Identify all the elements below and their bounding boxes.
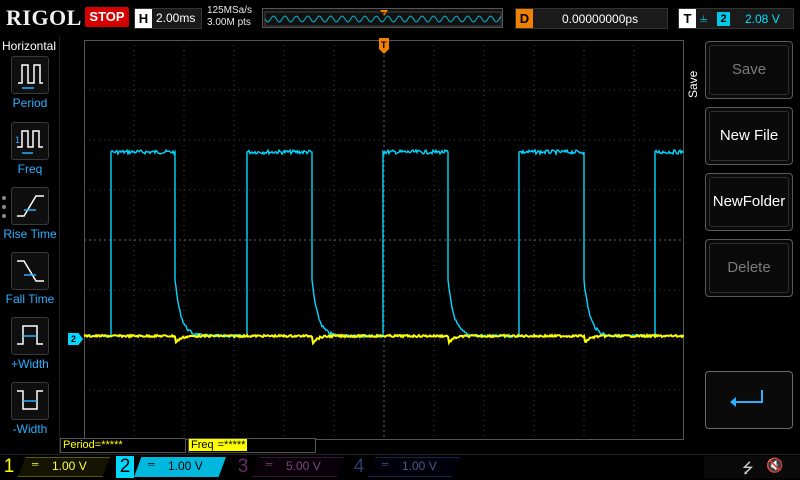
- acquisition-info: 125MSa/s 3.00M pts: [207, 5, 252, 29]
- run-stop-indicator[interactable]: STOP: [85, 7, 129, 27]
- channel-1-setting[interactable]: 1 ═ 1.00 V: [0, 456, 114, 478]
- sample-rate: 125MSa/s: [207, 5, 253, 16]
- svg-text:1: 1: [15, 135, 20, 145]
- period-label: Period: [12, 96, 48, 110]
- brand-logo: RIGOL: [6, 5, 82, 30]
- page-indicator: [2, 196, 8, 223]
- delay-value: 0.00000000ps: [562, 12, 639, 26]
- new-folder-button[interactable]: NewFolder: [705, 173, 793, 231]
- memory-depth: 3.00M pts: [207, 17, 251, 28]
- plus-width-icon: [11, 317, 49, 355]
- new-folder-button-label: NewFolder: [709, 177, 789, 227]
- channel-1-number: 1: [3, 456, 15, 477]
- rise-time-label: Rise Time: [3, 227, 57, 241]
- channel-3-scale: 5.00 V: [286, 459, 321, 473]
- trigger-label: T: [679, 9, 696, 28]
- speaker-muted-icon: 🔇: [766, 457, 784, 473]
- top-status-bar: RIGOL STOP H 2.00ms 125MSa/s 3.00M pts T…: [0, 0, 800, 36]
- freq-label: Freq: [17, 162, 43, 176]
- channel-4-number: 4: [353, 456, 365, 477]
- minus-width-icon: [11, 382, 49, 420]
- channel-3-number: 3: [237, 456, 249, 477]
- horizontal-label: H: [135, 9, 152, 28]
- delete-button[interactable]: Delete: [705, 239, 793, 297]
- memory-trigger-marker: [380, 10, 388, 16]
- waveform-grid: [84, 40, 684, 440]
- channel-1-scale: 1.00 V: [52, 459, 87, 473]
- channel-2-scale: 1.00 V: [168, 459, 203, 473]
- horizontal-timebase[interactable]: H 2.00ms: [134, 8, 202, 29]
- fall-time-label: Fall Time: [5, 292, 55, 306]
- save-menu-title: Save: [686, 70, 700, 98]
- ch1-trace: [84, 333, 684, 346]
- measure-period[interactable]: Period: [0, 56, 60, 118]
- memory-overview-waveform: T: [264, 10, 502, 27]
- delay-label: D: [516, 9, 533, 28]
- measure-minus-width[interactable]: -Width: [0, 382, 60, 444]
- ch2-trace: [84, 148, 684, 339]
- channel-1-coupling: ═: [32, 459, 39, 469]
- measure-freq[interactable]: 1 Freq: [0, 122, 60, 184]
- measure-rise-time[interactable]: Rise Time: [0, 187, 60, 249]
- delay-readout[interactable]: D 0.00000000ps: [515, 8, 668, 29]
- save-button[interactable]: Save: [705, 41, 793, 99]
- plus-width-label: +Width: [11, 357, 49, 371]
- save-button-label: Save: [709, 45, 789, 95]
- freq-measurement-value: =*****: [215, 439, 248, 451]
- measure-menu: Horizontal Period 1 Freq Rise Time Fall …: [0, 36, 60, 454]
- freq-icon: 1: [11, 122, 49, 160]
- freq-measurement-label: Freq: [189, 439, 216, 451]
- trigger-level: 2.08 V: [745, 12, 780, 26]
- ch2-ground-marker[interactable]: 2: [68, 333, 83, 345]
- new-file-button-label: New File: [709, 111, 789, 161]
- measure-fall-time[interactable]: Fall Time: [0, 252, 60, 314]
- period-icon: [11, 56, 49, 94]
- trigger-readout[interactable]: T ⫨ 2 2.08 V: [678, 8, 794, 29]
- trigger-source: 2: [717, 12, 730, 26]
- channel-3-coupling: ═: [266, 459, 273, 469]
- trigger-position-marker[interactable]: T: [379, 38, 389, 54]
- status-area: [704, 456, 800, 478]
- svg-text:T: T: [381, 40, 387, 50]
- memory-overview-bar[interactable]: T: [262, 8, 503, 28]
- channel-2-setting[interactable]: 2 ═ 1.00 V: [116, 456, 230, 478]
- usb-icon: ⭍: [742, 460, 754, 476]
- svg-text:T: T: [381, 12, 386, 19]
- fall-time-icon: [11, 252, 49, 290]
- channel-2-number: 2: [116, 456, 134, 478]
- minus-width-label: -Width: [12, 422, 48, 436]
- channel-4-coupling: ═: [382, 459, 389, 469]
- period-measurement: Period=*****: [60, 438, 186, 453]
- channel-4-scale: 1.00 V: [402, 459, 437, 473]
- freq-measurement: Freq =*****: [188, 438, 316, 453]
- channel-3-setting[interactable]: 3 ═ 5.00 V: [234, 456, 348, 478]
- delete-button-label: Delete: [709, 243, 789, 293]
- channel-4-setting[interactable]: 4 ═ 1.00 V: [350, 456, 464, 478]
- channel-2-panel: [134, 457, 226, 477]
- return-arrow-icon: [730, 390, 763, 407]
- channel-2-coupling: ═: [148, 459, 155, 469]
- timebase-value: 2.00ms: [156, 11, 196, 25]
- rise-time-icon: [11, 187, 49, 225]
- trigger-edge-icon: ⫨: [700, 10, 708, 25]
- waveform-display[interactable]: [84, 40, 684, 440]
- new-file-button[interactable]: New File: [705, 107, 793, 165]
- measure-plus-width[interactable]: +Width: [0, 317, 60, 379]
- measure-menu-title: Horizontal: [2, 39, 57, 53]
- back-button[interactable]: [705, 371, 793, 429]
